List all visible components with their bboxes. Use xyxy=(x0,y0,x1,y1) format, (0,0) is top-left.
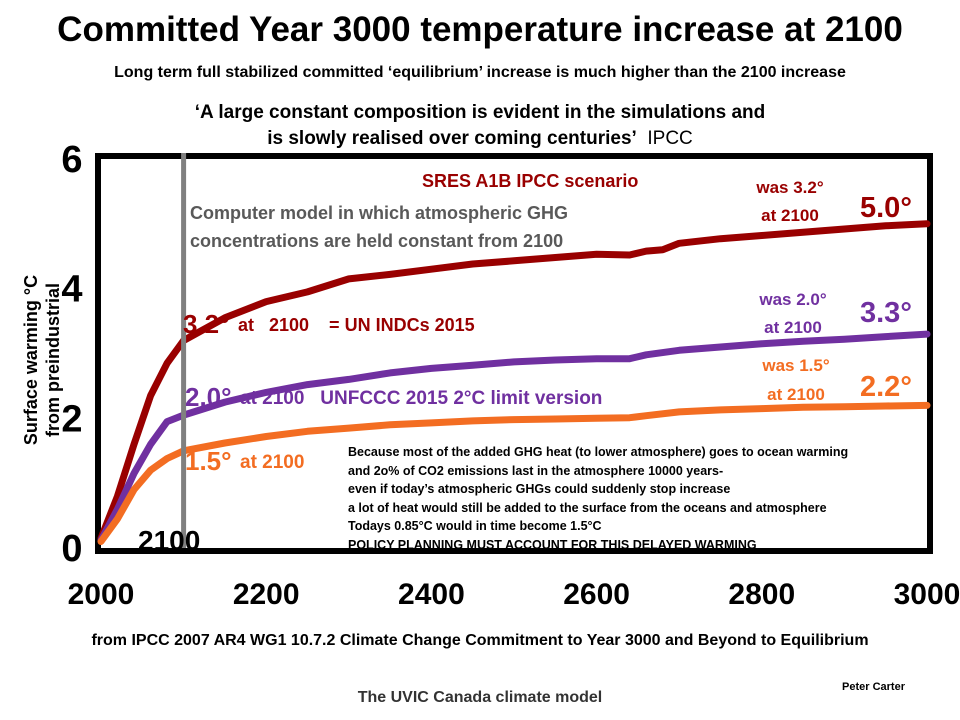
explanation-line: and 2o% of CO2 emissions last in the atm… xyxy=(348,463,724,478)
y-tick-label: 0 xyxy=(61,528,82,570)
explanation-line: Todays 0.85°C would in time become 1.5°C xyxy=(348,519,602,533)
y-tick-label: 2 xyxy=(61,398,82,440)
explanation-line: Because most of the added GHG heat (to l… xyxy=(348,445,849,459)
purple-2100-text: at 2100 UNFCCC 2015 2°C limit version xyxy=(240,388,602,409)
ticks-layer: 2000 2200 2400 2600 2800 3000 0 2 4 6 xyxy=(61,139,960,611)
explanation-line: a lot of heat would still be added to th… xyxy=(348,500,827,515)
quote-attribution: IPCC xyxy=(647,128,693,149)
red-2100-text: at 2100 = UN INDCs 2015 xyxy=(238,315,475,335)
series-layer xyxy=(97,220,931,545)
x-tick-label: 2000 xyxy=(68,578,135,611)
red-end-value: 5.0° xyxy=(860,192,912,224)
vline-label: 2100 xyxy=(138,525,200,556)
explanation-line: even if today’s atmospheric GHGs could s… xyxy=(348,482,731,496)
source-citation: from IPCC 2007 AR4 WG1 10.7.2 Climate Ch… xyxy=(91,632,869,649)
x-tick-label: 2200 xyxy=(233,578,300,611)
subtitle: Long term full stabilized committed ‘equ… xyxy=(114,64,846,81)
y-tick-label: 4 xyxy=(61,269,82,311)
ipcc-quote: ‘A large constant composition is evident… xyxy=(0,100,960,152)
x-tick-label: 2600 xyxy=(563,578,630,611)
orange-was-line-2: at 2100 xyxy=(767,385,825,404)
orange-2100-value: 1.5° xyxy=(185,446,232,476)
orange-end-value: 2.2° xyxy=(860,371,912,403)
y-tick-label: 6 xyxy=(61,139,82,181)
orange-2100-text: at 2100 xyxy=(240,452,304,473)
page-title: Committed Year 3000 temperature increase… xyxy=(57,10,903,49)
author: Peter Carter xyxy=(842,681,905,693)
red-was-line-2: at 2100 xyxy=(761,206,819,225)
explanation-note: Because most of the added GHG heat (to l… xyxy=(348,443,848,554)
quote-line-2: is slowly realised over coming centuries… xyxy=(0,126,960,152)
model-note-line-1: Computer model in which atmospheric GHG xyxy=(190,203,568,223)
quote-line-2-text: is slowly realised over coming centuries… xyxy=(267,128,637,149)
scenario-label: SRES A1B IPCC scenario xyxy=(422,171,638,191)
x-tick-label: 2800 xyxy=(728,578,795,611)
model-label: The UVIC Canada climate model xyxy=(357,689,603,706)
model-note-line-2: concentrations are held constant from 21… xyxy=(190,231,563,251)
red-was-line-1: was 3.2° xyxy=(755,178,823,197)
purple-end-value: 3.3° xyxy=(860,297,912,329)
x-tick-label: 2400 xyxy=(398,578,465,611)
purple-was-line-1: was 2.0° xyxy=(758,290,826,309)
purple-2100-value: 2.0° xyxy=(185,382,232,412)
purple-was-line-2: at 2100 xyxy=(764,318,822,337)
orange-was-line-1: was 1.5° xyxy=(761,356,829,375)
red-2100-value: 3.2° xyxy=(183,309,230,339)
series-line-2 xyxy=(97,401,931,545)
series-line-1 xyxy=(97,330,931,544)
x-tick-label: 3000 xyxy=(894,578,960,611)
series-line-0 xyxy=(97,220,931,542)
explanation-line: POLICY PLANNING MUST ACCOUNT FOR THIS DE… xyxy=(348,537,757,552)
plot-frame xyxy=(95,153,933,554)
quote-line-1: ‘A large constant composition is evident… xyxy=(194,102,766,123)
